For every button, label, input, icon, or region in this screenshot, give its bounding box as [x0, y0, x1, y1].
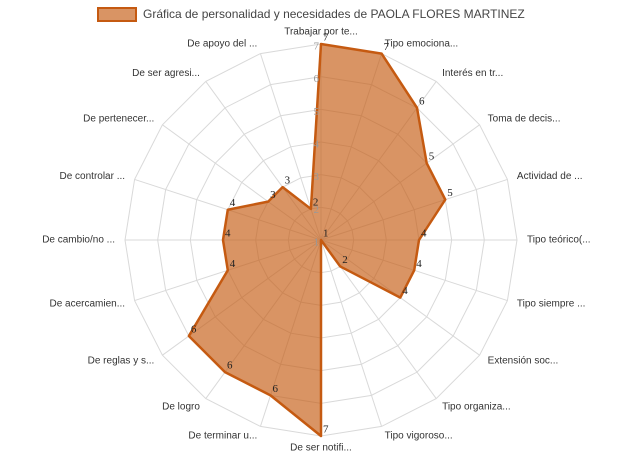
r-tick-label: 6	[314, 73, 320, 85]
category-label: De terminar u...	[188, 431, 257, 442]
data-label: 2	[342, 254, 348, 266]
data-label: 6	[273, 383, 279, 395]
r-tick-label: 1	[314, 237, 320, 249]
data-label: 4	[416, 258, 422, 270]
data-label: 3	[285, 175, 291, 187]
category-label: Tipo organiza...	[442, 401, 511, 412]
data-label: 3	[270, 189, 276, 201]
category-label: De ser notifi...	[290, 443, 352, 452]
category-label: Trabajar por te...	[284, 27, 358, 38]
data-label: 6	[419, 95, 425, 107]
category-label: De acercamien...	[49, 298, 125, 309]
data-label: 1	[323, 228, 329, 240]
data-label: 7	[323, 32, 329, 44]
legend-label: Gráfica de personalidad y necesidades de…	[143, 7, 525, 21]
data-label: 7	[384, 41, 390, 53]
data-label: 5	[447, 187, 453, 199]
data-label: 7	[323, 424, 329, 436]
data-label: 6	[227, 360, 233, 372]
category-label: Tipo emociona...	[385, 39, 459, 50]
category-label: De cambio/no ...	[42, 235, 115, 246]
r-tick-label: 3	[314, 171, 320, 183]
r-tick-label: 5	[314, 106, 320, 118]
series-area	[187, 42, 447, 438]
category-label: De reglas y s...	[88, 356, 155, 367]
category-label: Interés en tr...	[442, 68, 503, 79]
category-label: De apoyo del ...	[187, 39, 257, 50]
legend-swatch	[97, 7, 137, 22]
r-tick-label: 2	[314, 204, 320, 216]
data-label: 4	[230, 258, 236, 270]
data-label: 4	[230, 197, 236, 209]
category-label: Extensión soc...	[488, 356, 559, 367]
category-label: De pertenecer...	[83, 114, 154, 125]
r-tick-label: 7	[314, 41, 320, 53]
category-label: De controlar ...	[59, 171, 125, 182]
data-label: 2	[313, 196, 319, 208]
category-label: De logro	[162, 401, 200, 412]
category-label: Toma de decis...	[488, 114, 561, 125]
category-label: Actividad de ...	[517, 171, 583, 182]
spoke	[320, 239, 383, 427]
data-label: 4	[421, 228, 427, 240]
category-label: De ser agresi...	[132, 68, 200, 79]
data-label: 4	[402, 285, 408, 297]
category-label: Tipo vigoroso...	[385, 431, 453, 442]
data-label: 6	[191, 324, 197, 336]
category-label: Tipo teórico(...	[527, 235, 591, 246]
data-label: 5	[429, 151, 435, 163]
data-label: 4	[225, 228, 231, 240]
r-tick-label: 4	[314, 139, 320, 151]
category-label: Tipo siempre ...	[517, 298, 586, 309]
